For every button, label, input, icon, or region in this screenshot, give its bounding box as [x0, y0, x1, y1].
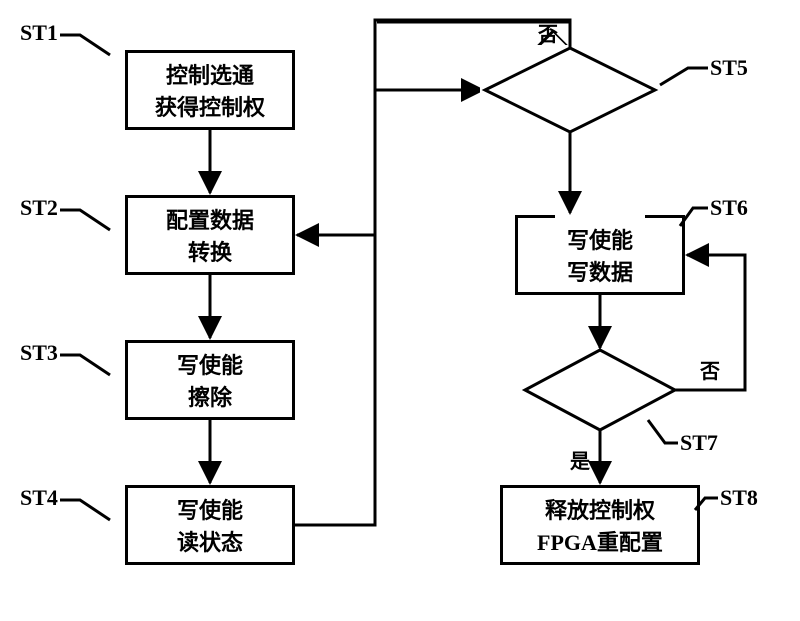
label-st7: ST7	[680, 430, 718, 456]
box-st6-line1: 写使能	[567, 223, 633, 255]
box-st8-line2: FPGA重配置	[537, 525, 663, 557]
box-st4-line1: 写使能	[177, 493, 243, 525]
box-st4: 写使能 读状态	[125, 485, 295, 565]
box-st3-line2: 擦除	[188, 380, 232, 412]
branch-st7-yes: 是	[570, 445, 590, 474]
branch-st5-no: 否	[538, 18, 558, 47]
diamond-st7-text: 写完成	[567, 378, 633, 410]
label-st6: ST6	[710, 195, 748, 221]
box-st2-line2: 转换	[188, 235, 232, 267]
box-st2-line1: 配置数据	[166, 203, 254, 235]
branch-st7-no: 否	[700, 355, 720, 384]
box-st3: 写使能 擦除	[125, 340, 295, 420]
label-st4: ST4	[20, 485, 58, 511]
box-st1: 控制选通 获得控制权	[125, 50, 295, 130]
box-st1-line2: 获得控制权	[155, 90, 265, 122]
box-st4-line2: 读状态	[177, 525, 243, 557]
label-st2: ST2	[20, 195, 58, 221]
label-st1: ST1	[20, 20, 58, 46]
box-st6-line2: 写数据	[567, 255, 633, 287]
label-st5: ST5	[710, 55, 748, 81]
box-st8: 释放控制权 FPGA重配置	[500, 485, 700, 565]
box-st1-line1: 控制选通	[166, 58, 254, 90]
label-st8: ST8	[720, 485, 758, 511]
box-st6: 写使能 写数据	[515, 215, 685, 295]
diamond-st5-text: 擦除完成	[526, 78, 614, 110]
label-st3: ST3	[20, 340, 58, 366]
branch-st5-yes: 是	[540, 160, 560, 189]
box-st8-line1: 释放控制权	[545, 493, 655, 525]
box-st2: 配置数据 转换	[125, 195, 295, 275]
box-st3-line1: 写使能	[177, 348, 243, 380]
